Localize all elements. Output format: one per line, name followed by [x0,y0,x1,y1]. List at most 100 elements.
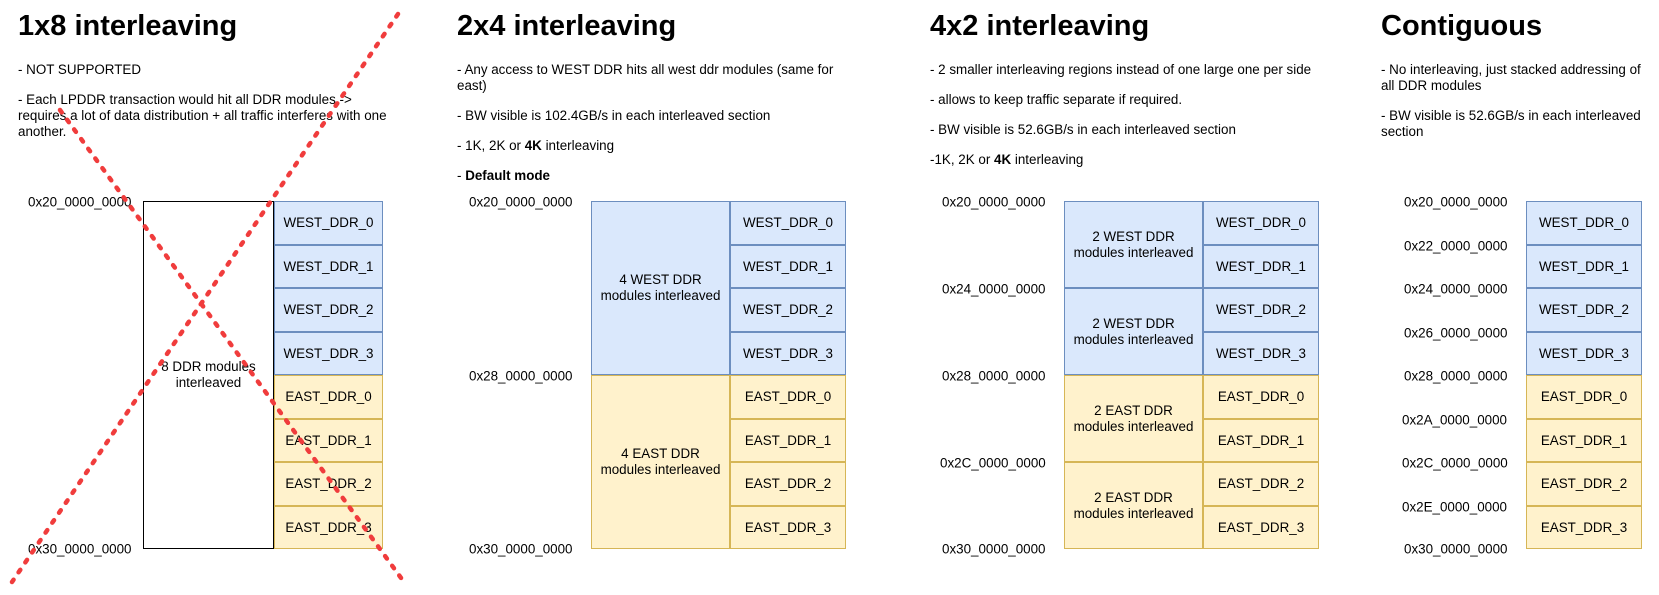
group-label: 2 EAST DDR modules interleaved [1073,489,1194,521]
note-text: -1K, 2K or [930,152,995,167]
address-label: 0x28_0000_0000 [469,368,573,384]
address-label: 0x30_0000_0000 [28,541,132,557]
panel-title: 2x4 interleaving [457,10,677,42]
panel-notes: - NOT SUPPORTED - Each LPDDR transaction… [18,62,403,154]
module-label: WEST_DDR_0 [1538,215,1630,230]
module-label: EAST_DDR_3 [1540,519,1628,535]
ddr-module-cell: WEST_DDR_3 [1203,332,1319,375]
address-label: 0x20_0000_0000 [1404,194,1508,210]
ddr-module-cell: WEST_DDR_3 [730,332,846,375]
ddr-module-cell: EAST_DDR_1 [274,419,383,462]
address-label: 0x26_0000_0000 [1404,325,1508,341]
module-label: WEST_DDR_0 [742,215,834,230]
module-label: WEST_DDR_3 [1538,345,1630,361]
note: - BW visible is 52.6GB/s in each interle… [930,122,1236,137]
note: - BW visible is 52.6GB/s in each interle… [1381,108,1641,139]
group-label: 2 EAST DDR modules interleaved [1073,402,1194,434]
note-text: interleaving [1011,152,1084,167]
panel-notes: - 2 smaller interleaving regions instead… [930,62,1315,182]
note: - Default mode [457,168,842,184]
module-label: EAST_DDR_3 [285,519,372,535]
panel-notes: - No interleaving, just stacked addressi… [1381,62,1651,154]
ddr-module-cell: EAST_DDR_3 [730,506,846,549]
panel-notes: - Any access to WEST DDR hits all west d… [457,62,842,198]
module-label: EAST_DDR_0 [1217,389,1305,404]
ddr-module-cell: EAST_DDR_2 [1526,462,1642,506]
address-label: 0x2A_0000_0000 [1402,412,1507,428]
panel-title: 4x2 interleaving [930,10,1150,42]
panel-4x2: 4x2 interleaving - 2 smaller interleavin… [930,0,1330,595]
address-label: 0x24_0000_0000 [942,281,1046,297]
address-label: 0x30_0000_0000 [942,541,1046,557]
ddr-module-cell: WEST_DDR_2 [274,288,383,332]
module-label: EAST_DDR_2 [1540,476,1628,491]
ddr-module-cell: EAST_DDR_1 [1526,419,1642,462]
group-label: 2 WEST DDR modules interleaved [1073,315,1194,347]
ddr-module-cell: EAST_DDR_2 [1203,462,1319,506]
interleave-group: 4 EAST DDR modules interleaved [591,375,730,549]
module-label: WEST_DDR_2 [283,302,374,317]
note-text: - 1K, 2K or [457,138,525,153]
ddr-module-cell: EAST_DDR_2 [730,462,846,506]
interleave-group: 2 EAST DDR modules interleaved [1064,375,1203,462]
address-label: 0x2C_0000_0000 [940,455,1046,471]
ddr-module-cell: EAST_DDR_1 [730,419,846,462]
ddr-module-cell: WEST_DDR_3 [274,332,383,375]
module-label: WEST_DDR_2 [1215,302,1307,317]
note-text: interleaving [541,138,615,153]
group-label: 4 EAST DDR modules interleaved [600,446,721,477]
ddr-module-cell: WEST_DDR_0 [730,201,846,245]
address-label: 0x22_0000_0000 [1404,238,1508,254]
note: - 1K, 2K or 4K interleaving [457,138,842,154]
module-label: EAST_DDR_1 [285,432,372,448]
note: -1K, 2K or 4K interleaving [930,152,1315,168]
module-label: WEST_DDR_1 [742,258,834,274]
interleave-group: 4 WEST DDR modules interleaved [591,201,730,375]
module-label: WEST_DDR_2 [742,302,834,317]
address-label: 0x20_0000_0000 [942,194,1046,210]
note: - 2 smaller interleaving regions instead… [930,62,1312,77]
module-label: WEST_DDR_0 [283,215,374,230]
interleave-group: 2 WEST DDR modules interleaved [1064,201,1203,288]
module-label: EAST_DDR_1 [1540,432,1628,448]
group-label: 2 WEST DDR modules interleaved [1073,228,1194,260]
ddr-module-cell: WEST_DDR_2 [1526,288,1642,332]
note: - Each LPDDR transaction would hit all D… [18,92,387,139]
module-label: EAST_DDR_1 [1217,432,1305,448]
ddr-module-cell: WEST_DDR_1 [274,245,383,288]
ddr-module-cell: EAST_DDR_0 [1203,375,1319,419]
ddr-module-cell: EAST_DDR_0 [274,375,383,419]
ddr-module-cell: EAST_DDR_3 [1203,506,1319,549]
ddr-module-cell: WEST_DDR_1 [730,245,846,288]
address-label: 0x20_0000_0000 [28,194,132,210]
module-label: WEST_DDR_3 [1215,345,1307,361]
module-label: WEST_DDR_1 [283,258,374,274]
panel-contiguous: Contiguous - No interleaving, just stack… [1381,0,1659,595]
ddr-module-cell: WEST_DDR_2 [730,288,846,332]
panel-title: 1x8 interleaving [18,10,238,42]
note-text: - [457,168,466,183]
address-label: 0x28_0000_0000 [1404,368,1508,384]
address-label: 0x30_0000_0000 [469,541,573,557]
interleave-group: 8 DDR modules interleaved [143,201,274,549]
ddr-module-cell: EAST_DDR_2 [274,462,383,506]
interleave-group: 2 WEST DDR modules interleaved [1064,288,1203,375]
interleave-group: 2 EAST DDR modules interleaved [1064,462,1203,549]
module-label: EAST_DDR_1 [744,432,832,448]
address-label: 0x2E_0000_0000 [1402,499,1507,515]
note-bold: 4K [994,152,1012,167]
module-label: EAST_DDR_2 [744,476,832,491]
ddr-module-cell: WEST_DDR_0 [1526,201,1642,245]
panel-title: Contiguous [1381,10,1543,42]
ddr-module-cell: EAST_DDR_1 [1203,419,1319,462]
module-label: WEST_DDR_3 [742,345,834,361]
address-label: 0x2C_0000_0000 [1402,455,1508,471]
ddr-module-cell: WEST_DDR_2 [1203,288,1319,332]
ddr-module-cell: WEST_DDR_1 [1526,245,1642,288]
module-label: WEST_DDR_1 [1215,258,1307,274]
ddr-module-cell: EAST_DDR_3 [274,506,383,549]
ddr-module-cell: WEST_DDR_3 [1526,332,1642,375]
module-label: EAST_DDR_2 [1217,476,1305,491]
note: - allows to keep traffic separate if req… [930,92,1183,107]
ddr-module-cell: WEST_DDR_0 [274,201,383,245]
